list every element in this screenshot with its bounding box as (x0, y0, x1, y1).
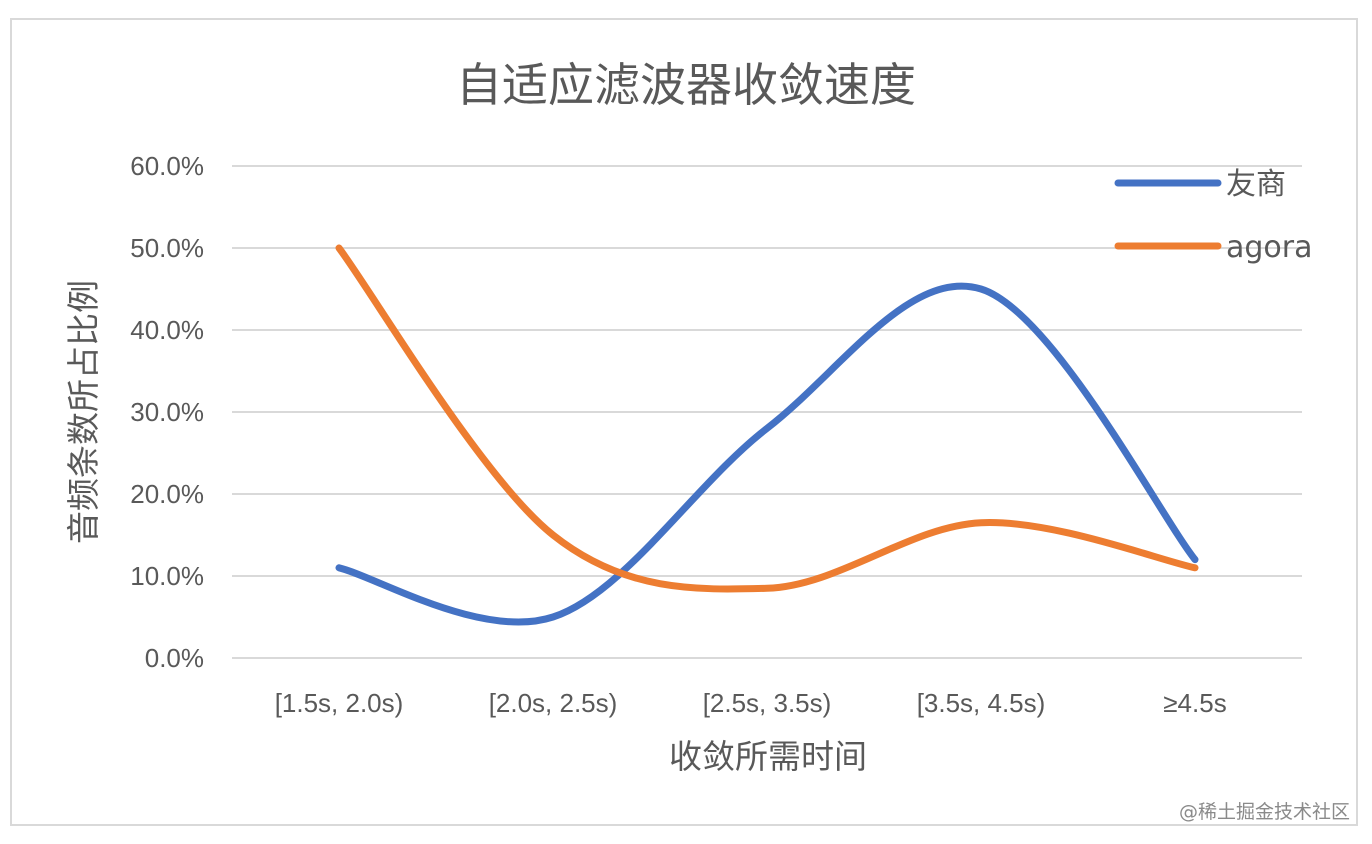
watermark: @稀土掘金技术社区 (1179, 801, 1350, 823)
legend: 友商 agora (1114, 167, 1313, 265)
x-tick-label: ≥4.5s (1163, 688, 1226, 718)
x-axis-label: 收敛所需时间 (669, 737, 867, 776)
gridlines (232, 165, 1302, 659)
chart-frame (10, 18, 1358, 826)
y-tick-label: 50.0% (130, 233, 204, 263)
series-lines (335, 244, 1199, 626)
y-tick-label: 20.0% (130, 479, 204, 509)
legend-label: 友商 (1226, 167, 1286, 202)
y-tick-label: 60.0% (130, 151, 204, 181)
x-tick-label: [2.5s, 3.5s) (703, 688, 832, 718)
series-line-0 (335, 282, 1199, 626)
y-tick-label: 30.0% (130, 397, 204, 427)
series-line-1 (335, 244, 1199, 593)
x-tick-label: [1.5s, 2.0s) (275, 688, 404, 718)
y-tick-label: 40.0% (130, 315, 204, 345)
y-tick-label: 10.0% (130, 561, 204, 591)
y-axis-label: 音频条数所占比例 (64, 280, 103, 544)
y-tick-label: 0.0% (145, 643, 204, 673)
x-axis-ticks: [1.5s, 2.0s) [2.0s, 2.5s) [2.5s, 3.5s) [3.5… (275, 688, 1227, 718)
legend-label: agora (1226, 230, 1313, 265)
chart-title: 自适应滤波器收敛速度 (456, 58, 916, 112)
x-tick-label: [3.5s, 4.5s) (917, 688, 1046, 718)
y-axis-ticks: 0.0% 10.0% 20.0% 30.0% 40.0% 50.0% 60.0% (130, 151, 204, 673)
x-tick-label: [2.0s, 2.5s) (489, 688, 618, 718)
